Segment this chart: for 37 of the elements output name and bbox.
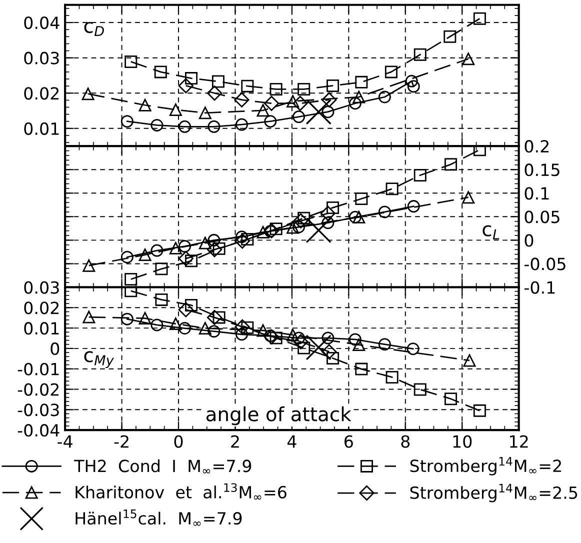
x-tick-label: 6 [344, 435, 353, 448]
x-tick-label: 10 [453, 435, 472, 448]
y-axis-title: c$_{D}$ [84, 22, 104, 36]
y-tick-label: 0.02 [24, 302, 59, 314]
y-tick-label: 0.01 [24, 322, 59, 335]
x-tick-label: -2 [114, 435, 128, 448]
x-tick-label: -4 [58, 435, 72, 448]
y2-tick-label: -0.1 [524, 281, 555, 294]
y2-tick-label: 0.05 [524, 210, 560, 224]
y-tick-label: 0.01 [24, 122, 59, 135]
y2-tick-label: 0.1 [524, 187, 549, 200]
y-tick-label: 0.02 [24, 87, 59, 100]
x-tick-label: 0 [174, 435, 183, 448]
y2-axis-title: c$_{L}$ [482, 225, 500, 240]
y2-tick-label: -0.05 [524, 258, 566, 270]
legend-label: TH2 Cond I M$_{∞}$=7.9 [74, 459, 252, 474]
legend-label: Stromberg$^{14}$M$_{∞}$=2 [410, 457, 561, 476]
y-axis-title: c$_{My}$ [84, 351, 114, 368]
y2-tick-label: 0 [524, 234, 534, 247]
y2-tick-label: 0.15 [524, 164, 560, 176]
y-tick-label: -0.03 [18, 404, 59, 416]
x-axis-title: angle of attack [206, 406, 352, 426]
y-tick-label: -0.01 [18, 362, 59, 376]
x-tick-label: 2 [231, 435, 239, 448]
y-tick-label: 0.03 [24, 281, 59, 294]
x-tick-label: 4 [287, 435, 296, 448]
legend-label: Hänel$^{15}$cal. M$_{∞}$=7.9 [76, 510, 242, 526]
legend-label: Stromberg$^{14}$M$_{∞}$=2.5 [410, 484, 578, 502]
y-tick-label: 0 [50, 342, 60, 356]
legend-label: Kharitonov et al.$^{13}$M$_{∞}$=6 [76, 483, 286, 500]
y2-tick-label: 0.2 [524, 140, 549, 153]
y-tick-label: -0.02 [18, 383, 59, 396]
x-tick-label: 12 [510, 435, 528, 448]
y-tick-label: 0.04 [24, 16, 60, 30]
x-tick-label: 8 [401, 435, 410, 448]
y-tick-label: -0.04 [18, 424, 60, 437]
y-tick-label: 0.03 [24, 52, 59, 64]
